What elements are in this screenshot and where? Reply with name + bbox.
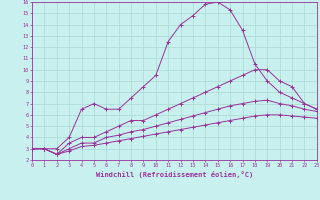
X-axis label: Windchill (Refroidissement éolien,°C): Windchill (Refroidissement éolien,°C) bbox=[96, 171, 253, 178]
